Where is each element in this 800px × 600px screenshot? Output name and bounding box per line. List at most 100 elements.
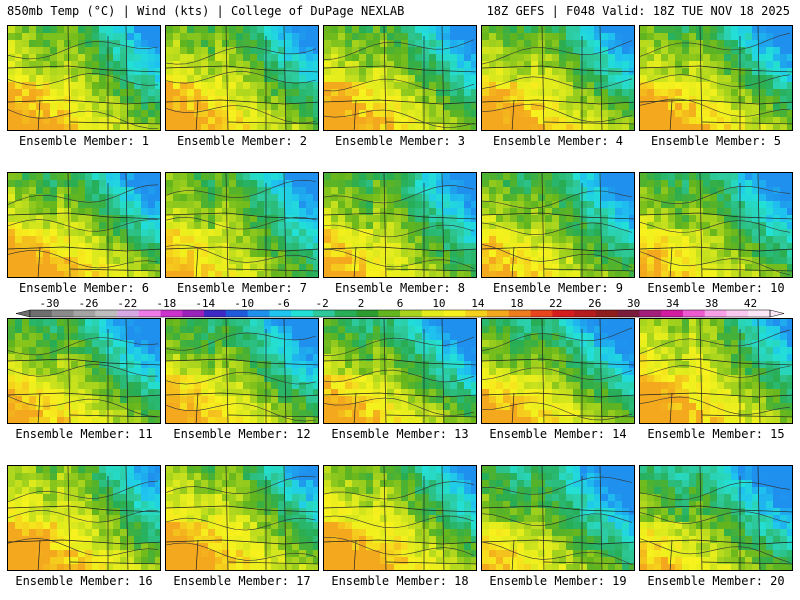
- temp-field-cell: [594, 375, 602, 383]
- temp-field-cell: [359, 89, 367, 97]
- temp-field-cell: [766, 89, 774, 97]
- temp-field-cell: [717, 68, 725, 76]
- temp-field-cell: [573, 68, 581, 76]
- temp-field-cell: [180, 368, 188, 376]
- temp-field-cell: [229, 54, 237, 62]
- temp-field-cell: [173, 417, 181, 423]
- temp-field-cell: [524, 33, 532, 41]
- temp-field-cell: [615, 250, 623, 258]
- temp-field-cell: [429, 103, 437, 111]
- temp-field-cell: [292, 26, 300, 34]
- temp-field-cell: [429, 319, 437, 327]
- temp-field-cell: [306, 326, 314, 334]
- temp-field-cell: [471, 354, 476, 362]
- temp-field-cell: [622, 89, 630, 97]
- temp-field-cell: [401, 215, 409, 223]
- temp-field-cell: [629, 40, 634, 48]
- temp-field-cell: [50, 61, 58, 69]
- temp-field-cell: [703, 271, 711, 277]
- temp-field-cell: [222, 54, 230, 62]
- temp-field-cell: [257, 33, 265, 41]
- temp-field-cell: [127, 236, 135, 244]
- temp-field-cell: [640, 103, 648, 111]
- temp-field-cell: [510, 382, 518, 390]
- temp-field-cell: [401, 124, 409, 130]
- temp-field-cell: [464, 229, 472, 237]
- temp-field-cell: [64, 103, 72, 111]
- temp-field-cell: [780, 208, 788, 216]
- temp-field-cell: [510, 340, 518, 348]
- temp-field-cell: [180, 96, 188, 104]
- temp-field-cell: [264, 47, 272, 55]
- temp-field-cell: [422, 271, 430, 277]
- temp-field-cell: [166, 215, 174, 223]
- temp-field-cell: [482, 250, 490, 258]
- temp-field-cell: [166, 375, 174, 383]
- temp-field-cell: [57, 361, 65, 369]
- temp-field-cell: [187, 103, 195, 111]
- temp-field-cell: [324, 173, 332, 181]
- temp-field-cell: [345, 47, 353, 55]
- temp-field-cell: [608, 110, 616, 118]
- temp-field-cell: [29, 194, 37, 202]
- temp-field-cell: [113, 389, 121, 397]
- temp-field-cell: [731, 26, 739, 34]
- temp-field-cell: [299, 173, 307, 181]
- temp-field-cell: [257, 375, 265, 383]
- temp-field-cell: [43, 173, 51, 181]
- temp-field-cell: [745, 54, 753, 62]
- temp-field-cell: [401, 54, 409, 62]
- temp-field-cell: [313, 201, 318, 209]
- temp-field-cell: [661, 103, 669, 111]
- temp-field-cell: [243, 187, 251, 195]
- temp-field-cell: [689, 236, 697, 244]
- temp-field-cell: [401, 75, 409, 83]
- temp-field-cell: [257, 75, 265, 83]
- temp-field-cell: [615, 82, 623, 90]
- temp-field-cell: [450, 229, 458, 237]
- temp-field-cell: [387, 110, 395, 118]
- temp-field-cell: [64, 271, 72, 277]
- temp-field-cell: [559, 236, 567, 244]
- temp-field-cell: [331, 417, 339, 423]
- temp-field-cell: [482, 354, 490, 362]
- temp-field-cell: [524, 326, 532, 334]
- temp-field-cell: [787, 47, 792, 55]
- temp-field-cell: [429, 250, 437, 258]
- temp-field-cell: [717, 173, 725, 181]
- temp-field-cell: [222, 417, 230, 423]
- temp-field-cell: [166, 89, 174, 97]
- temp-field-cell: [15, 194, 23, 202]
- temp-field-cell: [194, 382, 202, 390]
- temp-field-cell: [215, 417, 223, 423]
- temp-field-cell: [629, 180, 634, 188]
- temp-field-cell: [366, 61, 374, 69]
- temp-field-cell: [50, 208, 58, 216]
- temp-field-cell: [257, 82, 265, 90]
- temp-field-cell: [36, 173, 44, 181]
- temp-field-cell: [710, 33, 718, 41]
- temp-field-cell: [43, 403, 51, 411]
- temp-field-cell: [443, 236, 451, 244]
- temp-field-cell: [573, 180, 581, 188]
- temp-field-cell: [394, 264, 402, 272]
- temp-field-cell: [415, 82, 423, 90]
- temp-field-cell: [36, 222, 44, 230]
- temp-field-cell: [668, 26, 676, 34]
- temp-field-cell: [352, 319, 360, 327]
- temp-field-cell: [780, 54, 788, 62]
- temp-field-cell: [127, 103, 135, 111]
- temp-field-cell: [352, 61, 360, 69]
- temp-field-cell: [229, 264, 237, 272]
- temp-field-cell: [257, 187, 265, 195]
- temp-field-cell: [292, 201, 300, 209]
- temp-field-cell: [29, 47, 37, 55]
- temp-field-cell: [236, 194, 244, 202]
- temp-field-cell: [510, 47, 518, 55]
- temp-field-cell: [120, 417, 128, 423]
- temp-field-cell: [464, 264, 472, 272]
- temp-field-cell: [359, 410, 367, 418]
- temp-field-cell: [113, 68, 121, 76]
- temp-field-cell: [387, 194, 395, 202]
- temp-field-cell: [250, 40, 258, 48]
